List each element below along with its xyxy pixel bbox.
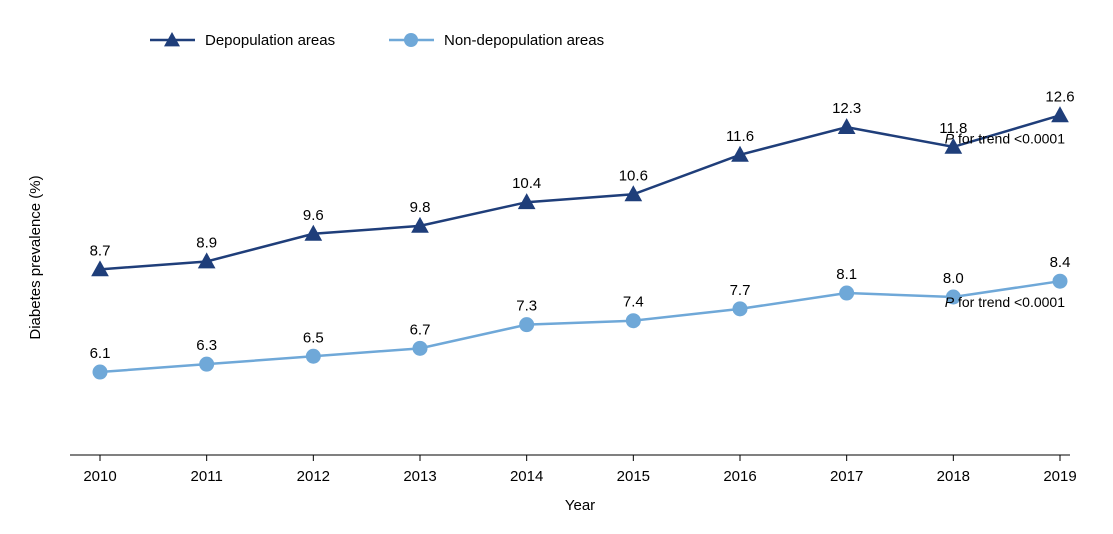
data-label: 8.0	[943, 270, 964, 287]
data-label: 7.3	[516, 298, 537, 315]
data-label: 8.4	[1050, 254, 1071, 271]
legend-label: Depopulation areas	[205, 32, 335, 49]
circle-marker	[626, 314, 640, 328]
data-label: 7.4	[623, 294, 644, 311]
x-tick-label: 2010	[83, 468, 116, 485]
circle-marker	[520, 318, 534, 332]
x-tick-label: 2018	[937, 468, 970, 485]
circle-marker	[306, 349, 320, 363]
p-trend-annotation: P for trend <0.0001	[945, 294, 1065, 310]
data-label: 6.7	[410, 321, 431, 338]
circle-marker	[200, 357, 214, 371]
line-chart: 2010 2011 2012 2013 2014 2015 2016 2017 2018 2019…	[0, 0, 1113, 534]
data-label: 6.1	[90, 345, 111, 362]
triangle-marker	[1052, 107, 1068, 121]
x-tick-label: 2016	[723, 468, 756, 485]
y-axis-title: Diabetes prevalence (%)	[27, 175, 44, 339]
x-tick-label: 2012	[297, 468, 330, 485]
series-line	[100, 115, 1060, 269]
x-tick-label: 2014	[510, 468, 543, 485]
data-label: 6.3	[196, 337, 217, 354]
data-label: 7.7	[730, 282, 751, 299]
data-label: 9.8	[410, 199, 431, 216]
data-label: 11.6	[726, 128, 754, 145]
series-line	[100, 281, 1060, 372]
data-label: 12.6	[1045, 88, 1074, 105]
data-label: 10.4	[512, 175, 541, 192]
circle-marker	[840, 286, 854, 300]
triangle-marker	[839, 119, 855, 133]
circle-marker	[733, 302, 747, 316]
data-label: 8.7	[90, 242, 111, 259]
x-tick-label: 2019	[1043, 468, 1076, 485]
legend-circle-icon	[404, 33, 418, 47]
data-label: 8.9	[196, 234, 217, 251]
x-tick-label: 2011	[191, 468, 223, 485]
circle-marker	[413, 341, 427, 355]
data-label: 12.3	[832, 100, 861, 117]
p-trend-annotation: P for trend <0.0001	[945, 130, 1065, 146]
x-tick-label: 2017	[830, 468, 863, 485]
x-axis-title: Year	[565, 497, 595, 514]
data-label: 6.5	[303, 329, 324, 346]
chart-container: 2010 2011 2012 2013 2014 2015 2016 2017 2018 2019…	[0, 0, 1113, 534]
data-label: 10.6	[619, 167, 648, 184]
x-tick-label: 2013	[403, 468, 436, 485]
circle-marker	[1053, 274, 1067, 288]
data-label: 8.1	[836, 266, 857, 283]
data-label: 9.6	[303, 207, 324, 224]
x-tick-label: 2015	[617, 468, 650, 485]
circle-marker	[93, 365, 107, 379]
legend-label: Non-depopulation areas	[444, 32, 604, 49]
